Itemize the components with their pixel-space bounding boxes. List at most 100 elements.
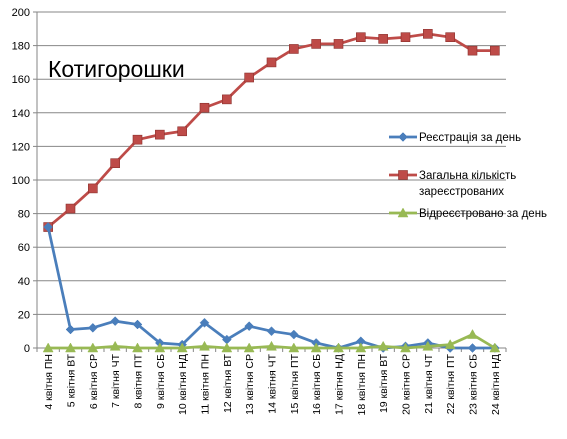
- y-tick-label: 60: [18, 242, 30, 254]
- y-tick-label: 120: [12, 141, 30, 153]
- data-point-triangle: [288, 342, 300, 353]
- data-point-triangle: [397, 207, 409, 218]
- data-point-square: [110, 158, 120, 168]
- data-point-square: [289, 44, 299, 54]
- y-tick-label: 20: [18, 309, 30, 321]
- data-point-square: [400, 32, 411, 43]
- data-point-triangle: [154, 342, 166, 353]
- x-tick-label: 18 квітня ПН: [356, 354, 368, 415]
- data-point-triangle: [199, 340, 210, 351]
- data-point-square: [378, 34, 388, 44]
- y-tick-label: 80: [18, 209, 30, 221]
- data-point-diamond: [288, 329, 299, 340]
- data-point-square: [88, 183, 98, 194]
- data-point-diamond: [266, 326, 277, 337]
- data-point-square: [490, 45, 500, 56]
- x-tick-label: 10 квітня НД: [177, 354, 189, 415]
- data-point-square: [132, 134, 143, 145]
- x-tick-label: 21 квітня ЧТ: [423, 353, 435, 413]
- legend-label: зареєстрованих: [419, 186, 504, 198]
- data-point-square: [423, 29, 433, 39]
- chart-title: Котигорошки: [48, 56, 185, 82]
- y-tick-label: 100: [12, 175, 30, 187]
- x-tick-label: 12 квітня ВТ: [222, 353, 234, 413]
- x-tick-label: 16 квітня СБ: [311, 354, 323, 415]
- data-point-diamond: [398, 132, 408, 142]
- series-1: [43, 29, 500, 232]
- x-tick-label: 11 квітня ПН: [200, 354, 212, 415]
- data-point-triangle: [87, 342, 99, 353]
- data-point-triangle: [109, 340, 121, 351]
- y-tick-label: 140: [12, 108, 30, 120]
- data-point-triangle: [422, 340, 434, 351]
- data-point-diamond: [87, 322, 98, 333]
- data-point-triangle: [310, 342, 322, 353]
- legend-item-1: Загальна кількість зареєстрованих: [389, 170, 516, 198]
- data-point-triangle: [132, 342, 143, 353]
- series-group: [42, 29, 501, 353]
- legend-label: Відреєстровано за день: [419, 208, 547, 220]
- x-tick-label: 7 квітня ЧТ: [110, 353, 122, 407]
- x-tick-label: 13 квітня СР: [244, 354, 256, 415]
- x-tick-label: 9 квітня СБ: [155, 354, 167, 409]
- data-point-triangle: [65, 342, 76, 353]
- data-point-triangle: [221, 342, 233, 353]
- data-point-diamond: [244, 321, 255, 332]
- data-point-diamond: [43, 222, 54, 232]
- x-axis: 4 квітня ПН 5 квітня ВТ 6 квітня СР 7 квітн…: [36, 347, 507, 415]
- data-point-triangle: [266, 340, 277, 351]
- data-point-triangle: [333, 342, 344, 353]
- data-point-square: [445, 32, 455, 43]
- series-2: [42, 329, 501, 353]
- data-point-diamond: [65, 324, 76, 335]
- y-tick-label: 0: [24, 343, 30, 355]
- data-point-square: [467, 45, 478, 56]
- x-tick-label: 23 квітня СБ: [468, 354, 480, 415]
- data-point-triangle: [42, 342, 54, 353]
- data-point-triangle: [467, 329, 478, 339]
- data-point-triangle: [489, 342, 501, 353]
- data-point-square: [333, 39, 344, 49]
- legend: Реєстрація за день Загальна кількість заре…: [389, 132, 547, 220]
- data-point-diamond: [132, 319, 143, 330]
- legend-item-0: Реєстрація за день: [389, 132, 521, 144]
- x-tick-label: 24 квітня НД: [490, 354, 502, 415]
- data-point-triangle: [243, 342, 255, 353]
- data-point-triangle: [355, 342, 367, 353]
- x-tick-label: 22 квітня ПТ: [445, 353, 457, 414]
- data-point-diamond: [110, 316, 121, 326]
- data-point-square: [155, 129, 165, 140]
- data-point-triangle: [176, 342, 188, 353]
- x-tick-label: 14 квітня ЧТ: [267, 353, 279, 413]
- data-point-square: [65, 203, 76, 214]
- data-point-triangle: [400, 342, 411, 353]
- gridlines: [37, 11, 506, 315]
- x-tick-label: 5 квітня ВТ: [66, 353, 78, 407]
- y-axis: 0 20 40 60 80 100 120 140 160 180 200: [12, 7, 38, 355]
- x-tick-label: 17 квітня НД: [334, 354, 346, 415]
- data-point-square: [398, 170, 408, 180]
- data-point-square: [177, 126, 187, 137]
- y-tick-label: 200: [12, 7, 30, 19]
- data-point-square: [311, 39, 321, 49]
- y-tick-label: 180: [12, 41, 30, 53]
- data-point-square: [222, 94, 232, 105]
- data-point-square: [356, 32, 366, 43]
- data-point-square: [199, 102, 210, 113]
- legend-item-2: Відреєстровано за день: [389, 207, 547, 220]
- data-point-triangle: [444, 339, 456, 349]
- x-tick-label: 6 квітня СР: [88, 354, 100, 409]
- x-tick-label: 20 квітня СР: [401, 354, 413, 415]
- data-point-diamond: [199, 317, 210, 328]
- data-point-triangle: [377, 340, 389, 351]
- x-tick-label: 8 квітня ПТ: [133, 353, 145, 408]
- y-tick-label: 160: [12, 74, 30, 86]
- legend-label: Реєстрація за день: [419, 132, 521, 144]
- data-point-diamond: [467, 343, 478, 353]
- x-tick-label: 4 квітня ПН: [43, 354, 55, 410]
- data-point-square: [266, 57, 277, 68]
- legend-label: Загальна кількість: [419, 170, 516, 182]
- x-tick-label: 19 квітня ВТ: [378, 353, 390, 413]
